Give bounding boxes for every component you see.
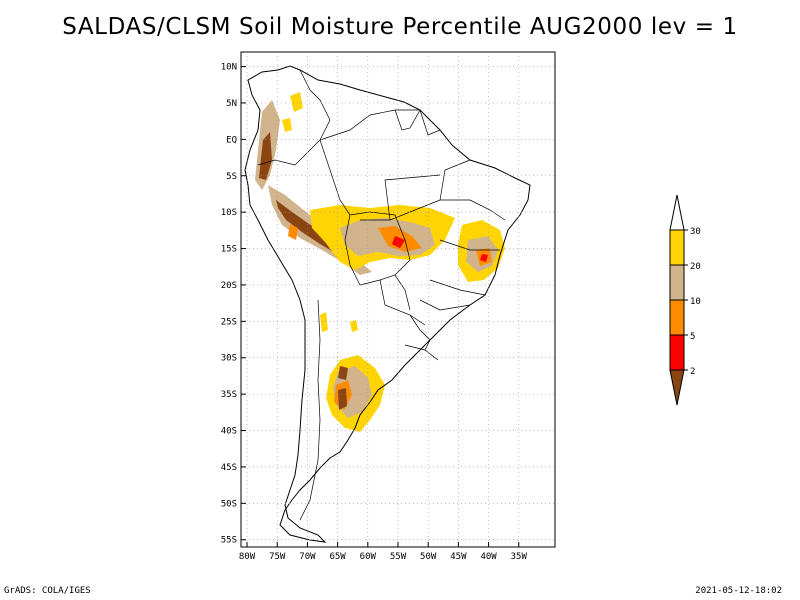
lon-tick-label: 50W [420, 552, 437, 562]
latitude-tick-labels: 10N 5N EQ 5S 10S 15S 20S 25S 30S 35S 40S 45S 50S 55S [221, 63, 237, 546]
lon-tick-label: 40W [480, 552, 497, 562]
color-legend: 30 20 10 5 2 [669, 194, 701, 406]
shade-pampas-brown [338, 388, 347, 410]
longitude-tick-labels: 80W 75W 70W 65W 60W 55W 50W 45W 40W 35W [239, 552, 528, 562]
border-brazil-states [360, 159, 506, 311]
lat-tick-label: 10S [221, 208, 237, 218]
legend-label-20: 20 [690, 262, 701, 272]
lon-tick-label: 75W [269, 552, 286, 562]
lat-tick-label: 40S [221, 427, 237, 437]
shade-central-red [392, 236, 405, 248]
lon-tick-label: 35W [511, 552, 528, 562]
gridlines [241, 52, 555, 547]
lon-tick-label: 55W [390, 552, 407, 562]
lat-tick-label: 25S [221, 317, 237, 327]
border-peru-bolivia [344, 214, 361, 286]
border-venezuela-brazil [319, 109, 420, 141]
lat-tick-label: 35S [221, 390, 237, 400]
lat-tick-label: 5N [226, 99, 237, 109]
lat-tick-label: 30S [221, 354, 237, 364]
lon-tick-label: 80W [239, 552, 256, 562]
legend-swatch-2-5 [669, 334, 685, 371]
legend-swatch-above-30 [669, 194, 685, 231]
border-chile-argentina [299, 299, 321, 521]
legend-label-5: 5 [690, 332, 695, 342]
shade-east-red [480, 254, 488, 262]
border-paraguay-argentina [379, 279, 426, 326]
lon-tick-label: 45W [450, 552, 467, 562]
legend-label-30: 30 [690, 227, 701, 237]
shade-paraguay-yellow [320, 312, 328, 332]
border-bolivia-brazil [369, 211, 411, 276]
lat-tick-label: 15S [221, 245, 237, 255]
lat-tick-label: 10N [221, 63, 237, 73]
lat-tick-label: 55S [221, 536, 237, 546]
coastline [244, 65, 531, 543]
map-title: SALDAS/CLSM Soil Moisture Percentile AUG… [62, 14, 738, 40]
shade-colombia-yellow [290, 92, 303, 112]
shade-andes-north-brown [259, 132, 272, 180]
legend-label-10: 10 [690, 297, 701, 307]
border-colombia-venezuela [299, 69, 331, 141]
shade-colombia-yellow-2 [282, 118, 292, 132]
lon-tick-label: 70W [299, 552, 316, 562]
percentile-shading [255, 92, 505, 432]
shade-pampas-brown-2 [338, 366, 348, 380]
legend-swatch-20-30 [669, 229, 685, 266]
legend-swatch-below-2 [669, 369, 685, 406]
legend-label-2: 2 [690, 367, 695, 377]
border-guianas [394, 109, 441, 136]
footer-credit: GrADS: COLA/IGES [4, 586, 91, 596]
border-bolivia-paraguay [359, 274, 411, 311]
lon-tick-label: 60W [360, 552, 377, 562]
legend-swatch-5-10 [669, 299, 685, 336]
border-uruguay [404, 344, 439, 361]
shade-peru-orange [288, 224, 298, 240]
shade-argentina-north-yellow [350, 320, 358, 332]
border-argentina-brazil [409, 314, 431, 351]
footer-timestamp: 2021-05-12-18:02 [695, 586, 782, 596]
lat-tick-label: 20S [221, 281, 237, 291]
lat-tick-label: EQ [226, 135, 237, 145]
lat-tick-label: 50S [221, 499, 237, 509]
country-borders [257, 69, 506, 521]
lat-tick-label: 5S [226, 172, 237, 182]
legend-swatch-10-20 [669, 264, 685, 301]
lat-tick-label: 45S [221, 463, 237, 473]
lon-tick-label: 65W [329, 552, 346, 562]
border-peru-brazil [319, 139, 371, 216]
south-america-coastline [244, 65, 531, 543]
